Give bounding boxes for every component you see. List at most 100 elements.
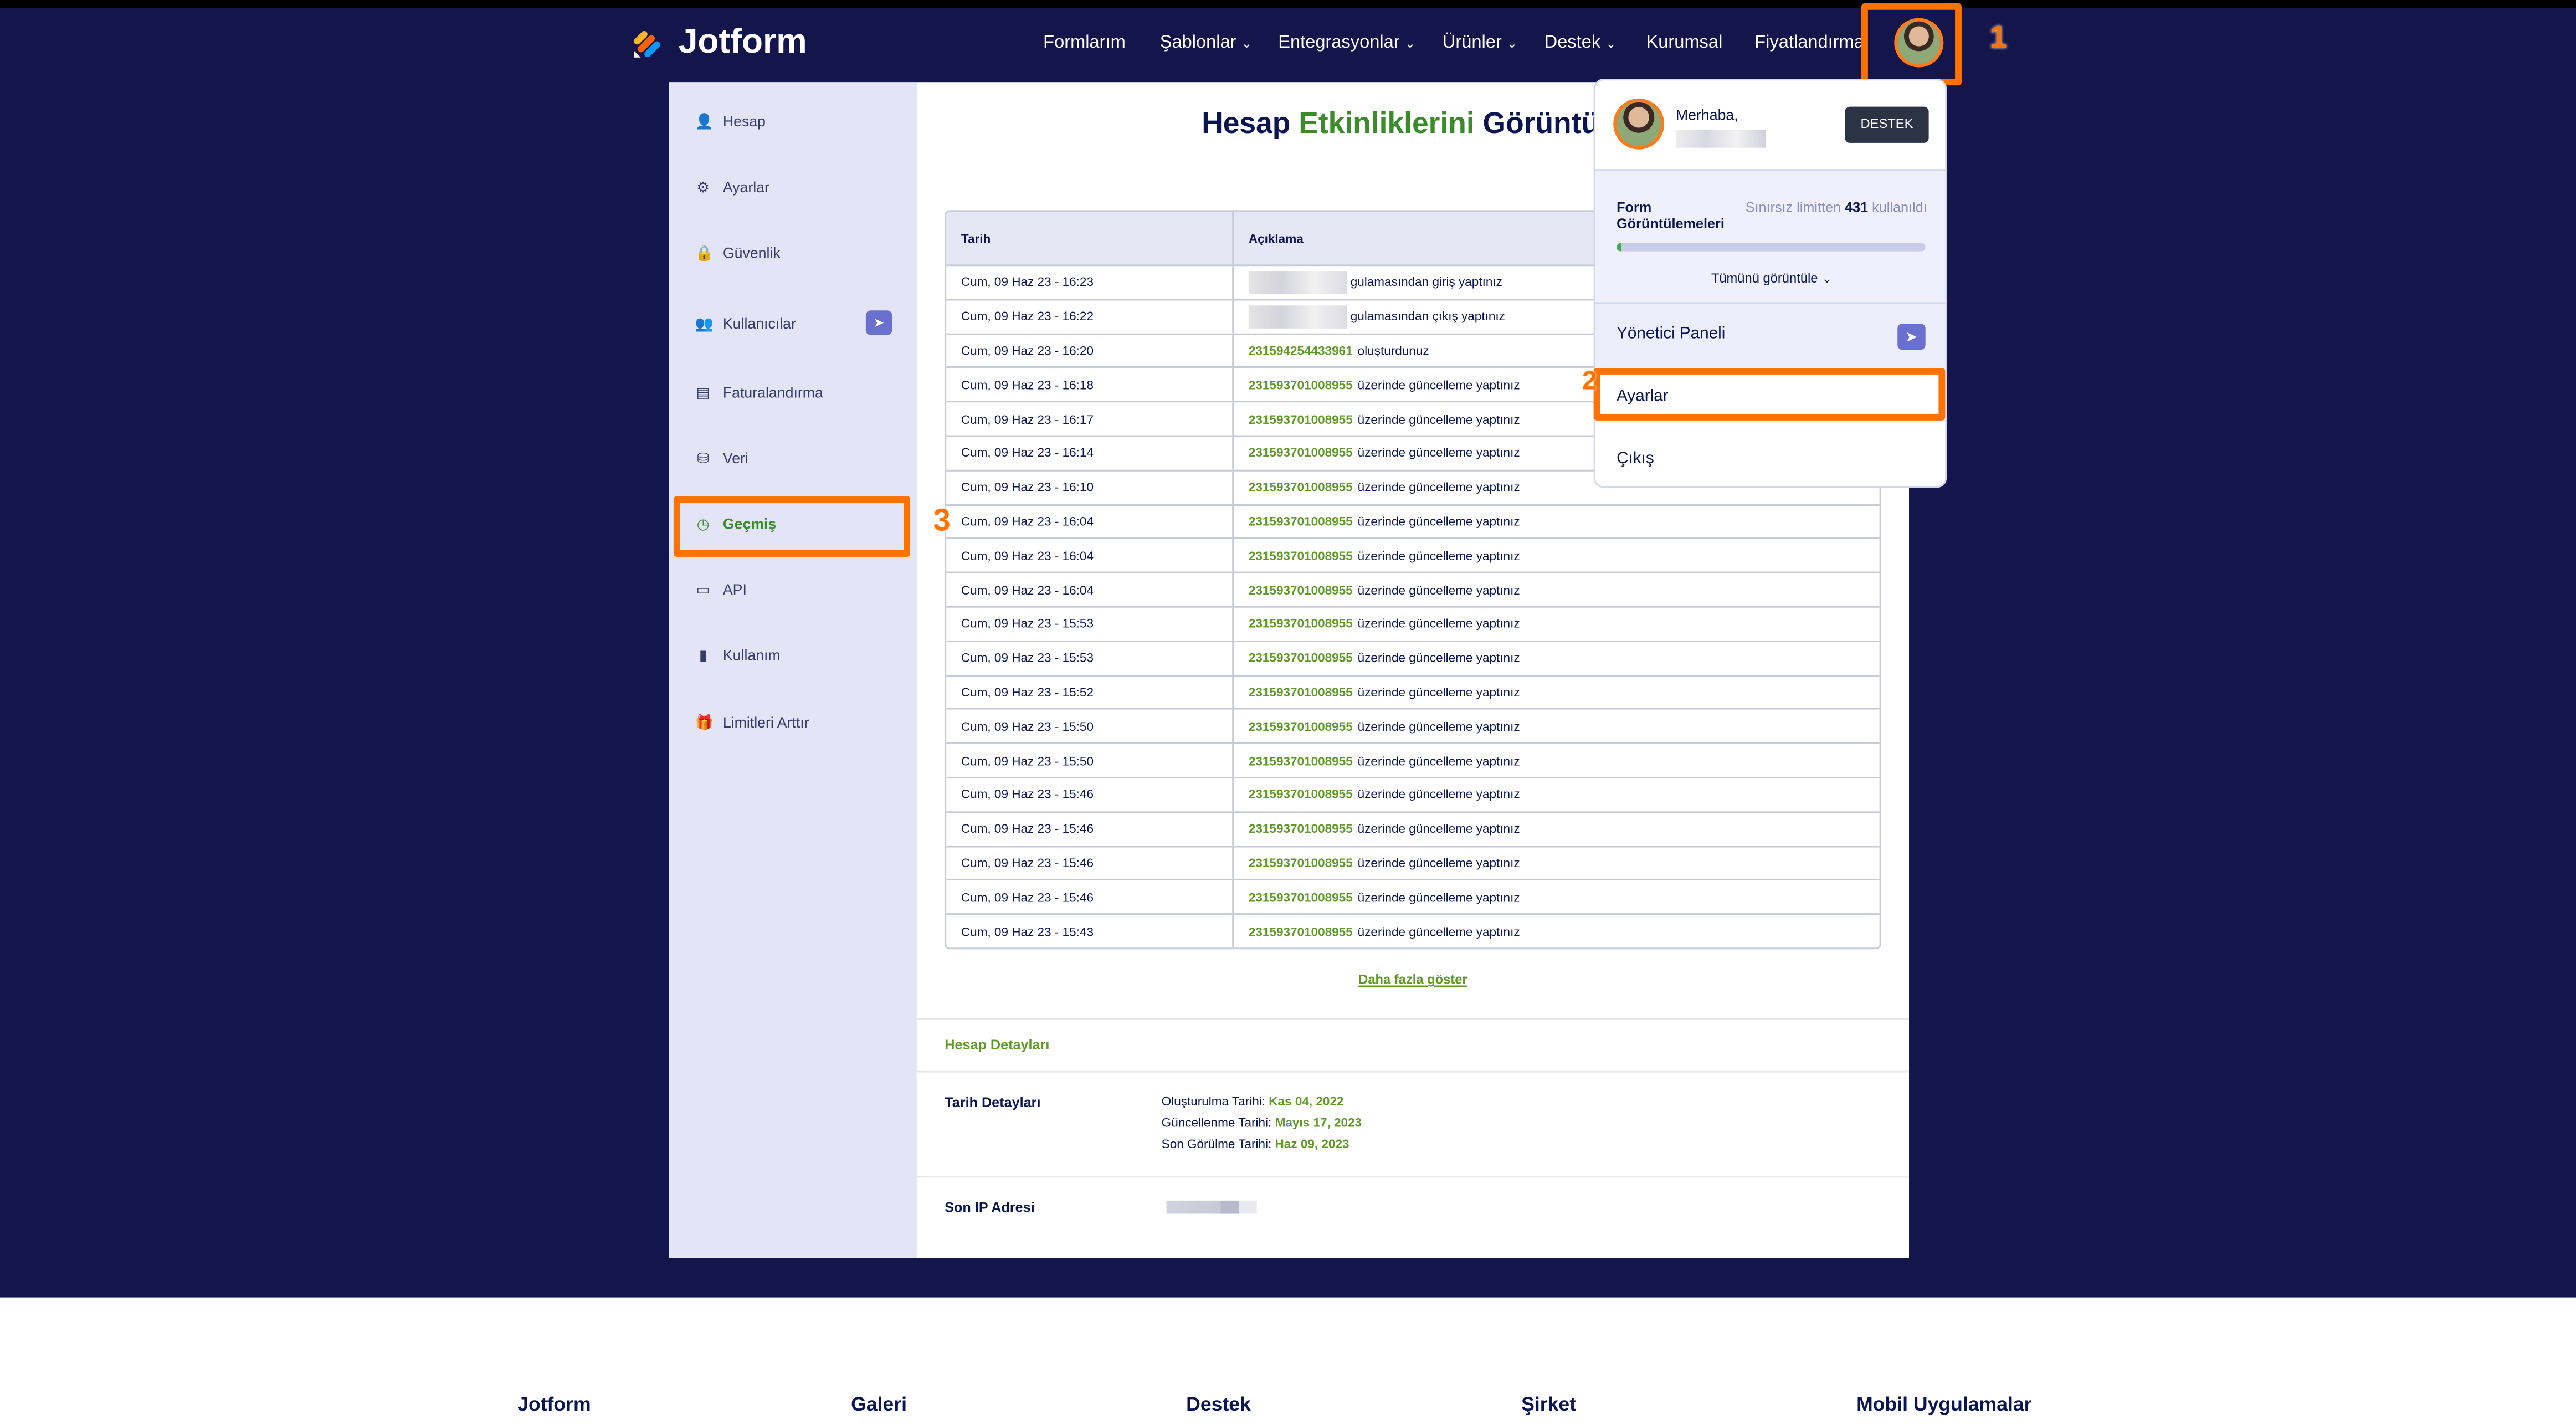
nav-item-1[interactable]: Şablonlar ⌄ <box>1160 33 1253 53</box>
user-icon: 👤 <box>695 113 714 130</box>
sidebar-item-3[interactable]: 👥 Kullanıcılar <box>695 315 796 332</box>
row-description: gulamasından çıkış yaptınız <box>1234 300 1879 333</box>
row-description-text: üzerinde güncelleme yaptınız <box>1357 514 1520 529</box>
last-ip-label: Son IP Adresi <box>945 1198 1035 1216</box>
jotform-logo[interactable]: Jotform <box>633 23 807 62</box>
form-id-link[interactable]: 231593701008955 <box>1248 582 1353 597</box>
form-id-link[interactable]: 231594254433961 <box>1248 343 1353 358</box>
table-row: Cum, 09 Haz 23 - 15:46 231593701008955 üze… <box>946 879 1880 914</box>
table-row: Cum, 09 Haz 23 - 15:53 231593701008955 üze… <box>946 606 1880 641</box>
avatar-button[interactable] <box>1894 18 1944 68</box>
nav-item-label: Formlarım <box>1043 33 1126 53</box>
row-date: Cum, 09 Haz 23 - 15:50 <box>946 744 1234 777</box>
date-detail: Güncellenme Tarihi: Mayıs 17, 2023 <box>1162 1115 1362 1130</box>
invoice-icon: ▤ <box>696 384 710 401</box>
row-date: Cum, 09 Haz 23 - 16:22 <box>946 300 1234 333</box>
table-row: Cum, 09 Haz 23 - 16:23 gulamasından giriş… <box>946 264 1880 299</box>
row-description: 231593701008955 üzerinde güncelleme yaptı… <box>1234 813 1879 846</box>
sidebar-item-4[interactable]: ▤ Faturalandırma <box>695 385 823 401</box>
form-id-link[interactable]: 231593701008955 <box>1248 719 1353 734</box>
step-number-2: 2 <box>1582 367 1597 396</box>
form-id-link[interactable]: 231593701008955 <box>1248 787 1353 802</box>
form-id-link[interactable]: 231593701008955 <box>1248 889 1353 905</box>
view-all-button[interactable]: Tümünü görüntüle ⌄ <box>1595 271 1946 286</box>
table-row: Cum, 09 Haz 23 - 15:46 231593701008955 üze… <box>946 845 1880 879</box>
nav-item-4[interactable]: Destek ⌄ <box>1544 33 1617 53</box>
footer-column-heading: Şirket <box>1521 1392 1577 1416</box>
form-id-link[interactable]: 231593701008955 <box>1248 411 1353 427</box>
row-date: Cum, 09 Haz 23 - 16:17 <box>946 402 1234 436</box>
row-description-text: üzerinde güncelleme yaptınız <box>1357 684 1520 700</box>
admin-panel-item[interactable]: Yönetici Paneli <box>1595 304 1946 371</box>
view-all-label: Tümünü görüntüle <box>1711 271 1818 286</box>
row-description-text: üzerinde güncelleme yaptınız <box>1357 616 1520 632</box>
form-id-link[interactable]: 231593701008955 <box>1248 650 1353 665</box>
sidebar-item-label: API <box>722 581 747 598</box>
row-description-text: gulamasından giriş yaptınız <box>1350 275 1502 290</box>
account-details-heading: Hesap Detayları <box>945 1036 1050 1053</box>
row-date: Cum, 09 Haz 23 - 16:04 <box>946 539 1234 572</box>
form-id-link[interactable]: 231593701008955 <box>1248 616 1353 632</box>
sidebar-item-2[interactable]: 🔒 Güvenlik <box>695 245 780 262</box>
usage-progress-bar <box>1617 243 1926 252</box>
date-detail-label: Son Görülme Tarihi: <box>1161 1136 1275 1151</box>
highlight-box-2 <box>1593 367 1946 421</box>
nav-item-label: Destek <box>1544 33 1601 53</box>
greeting: Merhaba, <box>1675 106 1738 124</box>
sidebar-item-0[interactable]: 👤 Hesap <box>695 114 766 130</box>
sidebar-item-6[interactable]: ◷ Geçmiş <box>695 516 777 532</box>
avatar <box>1613 98 1665 150</box>
form-id-link[interactable]: 231593701008955 <box>1248 480 1353 495</box>
row-description-text: üzerinde güncelleme yaptınız <box>1357 582 1520 597</box>
nav-item-label: Ürünler <box>1442 33 1502 53</box>
activity-table: Tarih Açıklama📅 Cum, 09 Haz 23 - 16:23gu… <box>945 210 1881 950</box>
nav-item-3[interactable]: Ürünler ⌄ <box>1443 33 1518 53</box>
logout-menu-item[interactable]: Çıkış <box>1617 450 1654 468</box>
row-date: Cum, 09 Haz 23 - 16:04 <box>946 505 1234 538</box>
row-description: 231593701008955 üzerinde güncelleme yaptı… <box>1234 573 1879 606</box>
rocket-icon: ➤ <box>1897 323 1926 350</box>
table-row: Cum, 09 Haz 23 - 15:50 231593701008955 üze… <box>946 742 1880 777</box>
chevron-down-icon: ⌄ <box>1404 36 1416 51</box>
sidebar-item-label: Faturalandırma <box>722 384 823 401</box>
row-description: 231593701008955 üzerinde güncelleme yaptı… <box>1234 539 1879 572</box>
row-description: gulamasından giriş yaptınız <box>1234 266 1879 299</box>
row-description: 231594254433961 oluşturdunuz <box>1234 334 1879 367</box>
row-description-text: üzerinde güncelleme yaptınız <box>1357 821 1520 837</box>
row-description: 231593701008955 üzerinde güncelleme yaptı… <box>1234 437 1879 469</box>
form-id-link[interactable]: 231593701008955 <box>1248 548 1353 564</box>
sidebar: 👤 Hesap ⚙ Ayarlar 🔒 Güvenlik 👥 Kullanıcılar ➤ ▤ Fa… <box>668 82 917 1258</box>
nav-item-2[interactable]: Entegrasyonlar ⌄ <box>1278 33 1415 53</box>
nav-item-6[interactable]: Fiyatlandırma <box>1754 33 1861 53</box>
sidebar-item-7[interactable]: ▭ API <box>695 581 747 598</box>
form-id-link[interactable]: 231593701008955 <box>1248 514 1353 529</box>
form-id-link[interactable]: 231593701008955 <box>1248 753 1353 768</box>
settings-menu-item[interactable]: Ayarlar <box>1617 387 1669 406</box>
row-date: Cum, 09 Haz 23 - 15:52 <box>946 675 1234 709</box>
form-id-link[interactable]: 231593701008955 <box>1248 856 1353 870</box>
form-id-link[interactable]: 231593701008955 <box>1248 821 1353 837</box>
form-id-link[interactable]: 231593701008955 <box>1248 924 1353 939</box>
support-button[interactable]: DESTEK <box>1845 106 1929 143</box>
sidebar-item-8[interactable]: ▮ Kullanım <box>695 647 781 664</box>
row-date: Cum, 09 Haz 23 - 15:46 <box>946 880 1234 914</box>
form-id-link[interactable]: 231593701008955 <box>1248 377 1353 392</box>
footer-column-heading: Galeri <box>851 1392 907 1416</box>
usage-section: Form Görüntülemeleri Sınırsız limitten 4… <box>1595 169 1946 304</box>
rocket-icon: ➤ <box>865 310 892 335</box>
form-id-link[interactable]: 231593701008955 <box>1248 684 1353 700</box>
chevron-down-icon: ⌄ <box>1506 36 1518 51</box>
usage-title: Form Görüntülemeleri <box>1617 198 1725 232</box>
nav-item-5[interactable]: Kurumsal <box>1646 33 1723 53</box>
nav-item-0[interactable]: Formlarım <box>1043 33 1126 53</box>
row-description-text: üzerinde güncelleme yaptınız <box>1357 445 1520 461</box>
sidebar-item-1[interactable]: ⚙ Ayarlar <box>695 179 769 196</box>
form-id-link[interactable]: 231593701008955 <box>1248 445 1353 461</box>
row-description: 231593701008955 üzerinde güncelleme yaptı… <box>1234 744 1879 777</box>
sidebar-item-5[interactable]: ⛁ Veri <box>695 450 748 467</box>
show-more-link[interactable]: Daha fazla göster <box>1358 972 1467 987</box>
date-detail-label: Oluşturulma Tarihi: <box>1161 1094 1269 1109</box>
sidebar-item-9[interactable]: 🎁 Limitleri Arttır <box>695 714 809 731</box>
sidebar-item-label: Veri <box>722 450 748 467</box>
row-date: Cum, 09 Haz 23 - 16:10 <box>946 471 1234 504</box>
